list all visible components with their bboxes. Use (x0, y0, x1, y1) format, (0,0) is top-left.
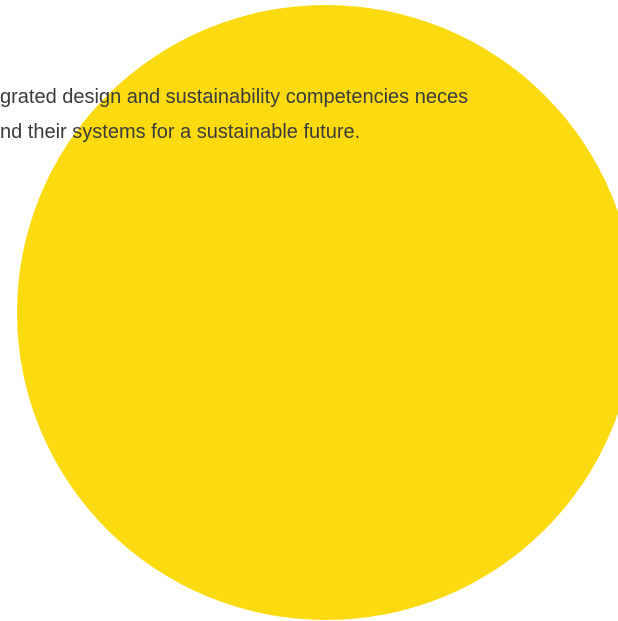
intro-paragraph-line-2: nd their systems for a sustainable futur… (0, 121, 361, 143)
intro-paragraph-line-1: grated design and sustainability compete… (0, 86, 469, 108)
intro-paragraph: grated design and sustainability compete… (0, 80, 618, 190)
decorative-yellow-circle (17, 5, 618, 620)
